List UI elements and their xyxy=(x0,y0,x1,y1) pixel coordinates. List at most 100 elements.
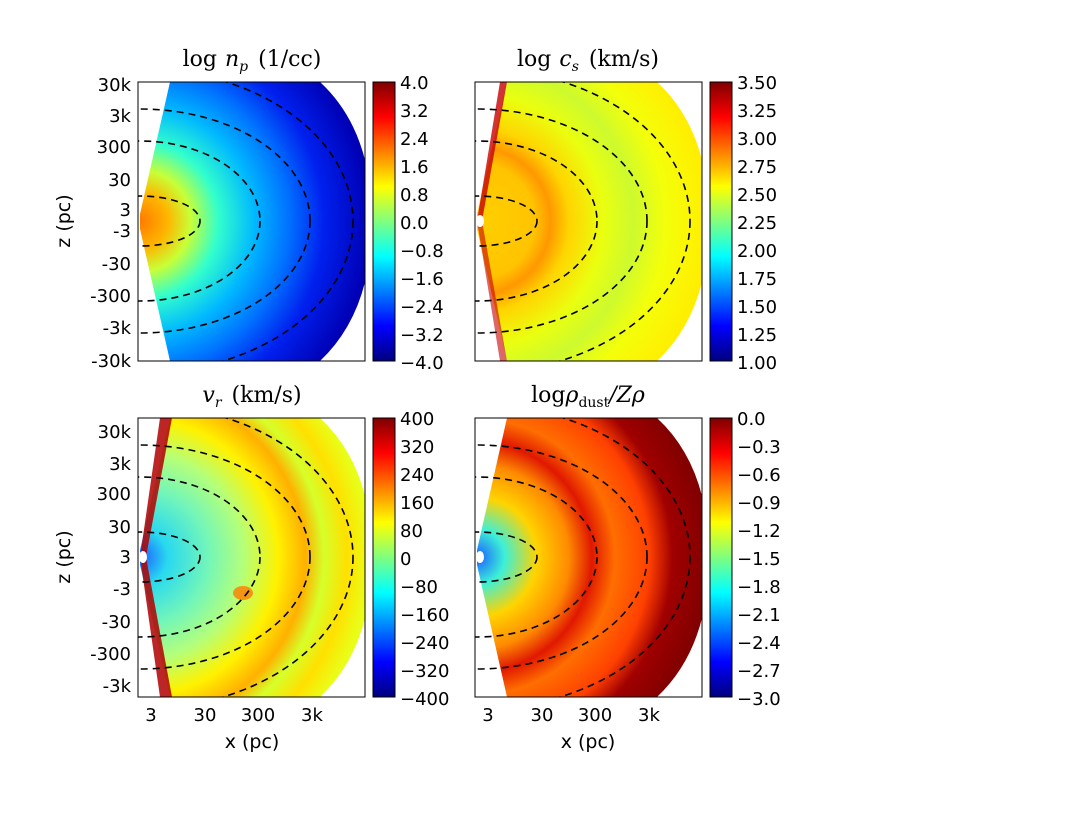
dust-ratio-colorbar xyxy=(709,417,733,698)
svg-text:80: 80 xyxy=(400,521,423,542)
svg-text:-3k: -3k xyxy=(103,676,132,697)
radial-velocity-outflow-bottom xyxy=(140,557,172,697)
dust-ratio-center-hole xyxy=(476,551,484,563)
svg-text:3.00: 3.00 xyxy=(737,129,777,150)
panel-density: log np (1/cc) 30k 3k 300 30 3 -3 -30 -300 … xyxy=(53,47,444,374)
density-cbar-tick: 1.6 xyxy=(400,157,429,178)
svg-text:−2.1: −2.1 xyxy=(737,605,781,626)
svg-text:3: 3 xyxy=(145,705,156,726)
sound-speed-hot-wedge-bottom xyxy=(477,221,507,361)
density-contour-2 xyxy=(138,140,261,302)
svg-text:3: 3 xyxy=(120,547,131,568)
density-cbar-tick: 3.2 xyxy=(400,101,429,122)
svg-text:320: 320 xyxy=(400,437,434,458)
dust-ratio-contours xyxy=(475,418,691,697)
svg-text:−1.5: −1.5 xyxy=(737,549,781,570)
svg-text:−0.6: −0.6 xyxy=(737,465,781,486)
dust-ratio-x-ticks: 3 30 300 3k xyxy=(482,705,660,726)
svg-text:30: 30 xyxy=(531,705,554,726)
radial-velocity-outflow-top xyxy=(140,418,172,557)
sound-speed-colorbar-ticks: 3.50 3.25 3.00 2.75 2.50 2.25 2.00 1.75 … xyxy=(737,73,777,374)
radial-velocity-contours xyxy=(138,418,354,697)
density-cbar-tick: 0.8 xyxy=(400,185,429,206)
svg-text:240: 240 xyxy=(400,465,434,486)
svg-text:−1.8: −1.8 xyxy=(737,577,781,598)
density-contour-4 xyxy=(219,82,354,361)
radial-velocity-hotspot xyxy=(233,586,253,600)
svg-text:3k: 3k xyxy=(638,705,660,726)
panel-sound-speed: log cs (km/s) 3.50 3.25 3.00 2.75 2.50 2.2… xyxy=(474,47,777,374)
svg-text:2.25: 2.25 xyxy=(737,213,777,234)
density-ytick: -3k xyxy=(103,318,132,339)
svg-text:0.0: 0.0 xyxy=(737,409,766,430)
svg-text:3k: 3k xyxy=(109,454,131,475)
radial-velocity-xlabel: x (pc) xyxy=(225,731,280,753)
radial-velocity-center-hole xyxy=(139,551,147,563)
svg-text:2.50: 2.50 xyxy=(737,185,777,206)
svg-text:3: 3 xyxy=(482,705,493,726)
density-cbar-tick: 2.4 xyxy=(400,129,429,150)
svg-text:-30: -30 xyxy=(102,612,131,633)
dust-ratio-xlabel: x (pc) xyxy=(561,731,616,753)
density-contour-3 xyxy=(138,108,311,334)
svg-text:400: 400 xyxy=(400,409,434,430)
radial-velocity-x-ticks: 3 30 300 3k xyxy=(145,705,323,726)
svg-text:300: 300 xyxy=(578,705,612,726)
svg-text:−0.9: −0.9 xyxy=(737,493,781,514)
panel-dust-ratio: logρdust/Zρ 3 30 300 3k x (pc) 0.0 −0.3 … xyxy=(474,383,781,753)
svg-text:3k: 3k xyxy=(301,705,323,726)
svg-text:−1.2: −1.2 xyxy=(737,521,781,542)
dust-ratio-axes-frame xyxy=(474,417,703,698)
panel-sound-speed-title: log cs (km/s) xyxy=(517,47,659,75)
panel-dust-ratio-title: logρdust/Zρ xyxy=(531,383,645,411)
panel-density-title: log np (1/cc) xyxy=(183,47,322,75)
svg-text:2.75: 2.75 xyxy=(737,157,777,178)
density-cbar-tick: −4.0 xyxy=(400,353,444,374)
radial-velocity-colorbar xyxy=(372,417,396,698)
panel-radial-velocity: vr (km/s) 30k 3k 300 30 3 -3 -30 -300 xyxy=(53,383,449,753)
svg-text:2.00: 2.00 xyxy=(737,241,777,262)
density-cbar-tick: −1.6 xyxy=(400,269,444,290)
svg-text:1.75: 1.75 xyxy=(737,269,777,290)
sound-speed-axes-frame xyxy=(474,81,703,362)
svg-text:30: 30 xyxy=(108,517,131,538)
density-cbar-tick: −2.4 xyxy=(400,297,444,318)
density-ytick: 30k xyxy=(98,75,132,96)
svg-text:-300: -300 xyxy=(90,644,131,665)
density-ytick: 30 xyxy=(108,170,131,191)
radial-velocity-ylabel: z (pc) xyxy=(53,530,75,583)
svg-text:1.50: 1.50 xyxy=(737,297,777,318)
density-colorbar xyxy=(372,81,396,362)
svg-text:−320: −320 xyxy=(400,661,449,682)
svg-text:−0.3: −0.3 xyxy=(737,437,781,458)
svg-text:30k: 30k xyxy=(98,422,132,443)
svg-text:3.50: 3.50 xyxy=(737,73,777,94)
density-axes-frame xyxy=(137,81,366,362)
svg-text:−240: −240 xyxy=(400,633,449,654)
svg-text:−2.4: −2.4 xyxy=(737,633,781,654)
svg-text:1.00: 1.00 xyxy=(737,353,777,374)
density-ytick: -30 xyxy=(102,254,131,275)
density-cbar-tick: 0.0 xyxy=(400,213,429,234)
density-ytick: 3 xyxy=(120,200,131,221)
radial-velocity-field xyxy=(140,418,365,697)
radial-velocity-axes-frame xyxy=(137,417,366,698)
svg-text:−2.7: −2.7 xyxy=(737,661,781,682)
svg-text:1.25: 1.25 xyxy=(737,325,777,346)
svg-text:-3: -3 xyxy=(113,579,131,600)
sound-speed-center-hole xyxy=(476,215,484,227)
svg-text:−160: −160 xyxy=(400,605,449,626)
panel-radial-velocity-title: vr (km/s) xyxy=(202,383,301,411)
density-contours xyxy=(138,82,354,361)
density-ytick: 3k xyxy=(109,106,131,127)
svg-text:0: 0 xyxy=(400,549,411,570)
svg-text:160: 160 xyxy=(400,493,434,514)
sound-speed-field xyxy=(477,82,702,361)
density-y-ticks: 30k 3k 300 30 3 -3 -30 -300 -3k -30k xyxy=(90,75,131,372)
density-ytick: -3 xyxy=(113,221,131,242)
density-cbar-tick: 4.0 xyxy=(400,73,429,94)
sound-speed-contours xyxy=(475,82,691,361)
sound-speed-colorbar xyxy=(709,81,733,362)
density-ytick: -30k xyxy=(91,351,131,372)
